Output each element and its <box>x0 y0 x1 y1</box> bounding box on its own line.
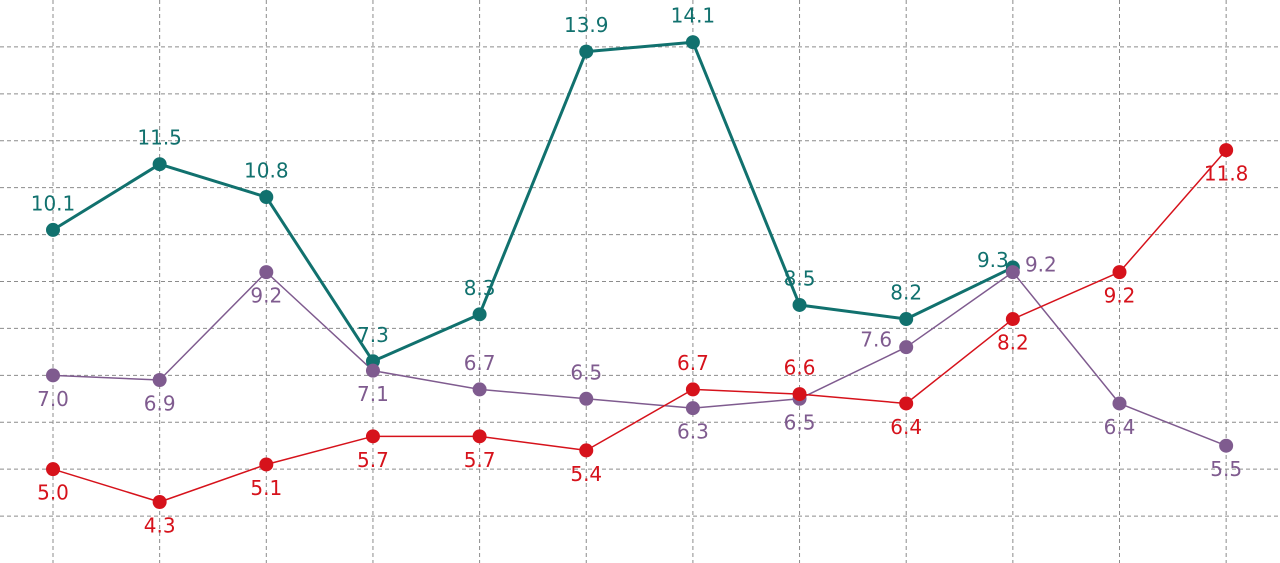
data-label: 4.3 <box>144 514 176 538</box>
data-label: 10.8 <box>244 159 289 183</box>
data-point <box>792 297 807 312</box>
data-label: 8.5 <box>784 266 816 290</box>
data-label: 7.3 <box>357 323 389 347</box>
data-label: 5.4 <box>570 462 602 486</box>
data-point <box>579 391 594 406</box>
data-point <box>365 429 380 444</box>
data-point <box>1005 312 1020 327</box>
data-point <box>472 382 487 397</box>
data-label: 5.5 <box>1210 457 1242 481</box>
data-label: 11.8 <box>1204 162 1249 186</box>
series-line <box>52 40 1014 363</box>
series-line <box>52 149 1227 503</box>
data-point <box>685 401 700 416</box>
data-point <box>1112 265 1127 280</box>
data-point <box>152 373 167 388</box>
data-label: 5.1 <box>250 476 282 500</box>
data-label: 9.3 <box>977 248 1009 272</box>
series-line <box>52 271 1227 447</box>
data-label: 6.5 <box>570 360 602 384</box>
data-label: 13.9 <box>564 13 609 37</box>
data-point <box>899 312 914 327</box>
data-point <box>899 396 914 411</box>
data-label: 7.1 <box>357 382 389 406</box>
data-label: 6.7 <box>677 351 709 375</box>
data-point <box>472 429 487 444</box>
data-point <box>365 363 380 378</box>
data-label: 8.2 <box>890 281 922 305</box>
data-point <box>792 387 807 402</box>
data-label: 6.5 <box>784 410 816 434</box>
data-label: 9.2 <box>1104 284 1136 308</box>
data-label: 8.2 <box>997 331 1029 355</box>
data-point <box>152 495 167 510</box>
data-label: 5.7 <box>357 448 389 472</box>
data-label: 6.4 <box>890 415 922 439</box>
data-point <box>1112 396 1127 411</box>
data-point <box>899 340 914 355</box>
data-label: 11.5 <box>137 126 182 150</box>
data-point <box>46 222 60 237</box>
data-label: 7.0 <box>37 387 69 411</box>
data-point <box>1219 143 1234 158</box>
data-point <box>46 368 60 383</box>
data-label: 6.7 <box>464 351 496 375</box>
data-label: 6.3 <box>677 420 709 444</box>
data-point <box>685 35 700 50</box>
data-point <box>685 382 700 397</box>
data-label: 5.7 <box>464 448 496 472</box>
data-label: 9.2 <box>250 284 282 308</box>
data-point <box>579 44 594 59</box>
data-label: 9.2 <box>1025 253 1057 277</box>
data-point <box>1005 265 1020 280</box>
data-label: 6.9 <box>144 392 176 416</box>
data-point <box>46 462 60 477</box>
data-label: 6.4 <box>1104 415 1136 439</box>
data-point <box>579 443 594 458</box>
data-label: 14.1 <box>671 4 716 28</box>
data-point <box>259 190 274 205</box>
data-label: 5.0 <box>37 481 69 505</box>
data-point <box>259 265 274 280</box>
data-point <box>1219 438 1234 453</box>
data-label: 6.6 <box>784 356 816 380</box>
data-point <box>259 457 274 472</box>
data-label: 7.6 <box>860 328 892 352</box>
data-point <box>152 157 167 172</box>
data-label: 8.3 <box>464 276 496 300</box>
data-point <box>472 307 487 322</box>
data-label: 10.1 <box>31 191 76 215</box>
